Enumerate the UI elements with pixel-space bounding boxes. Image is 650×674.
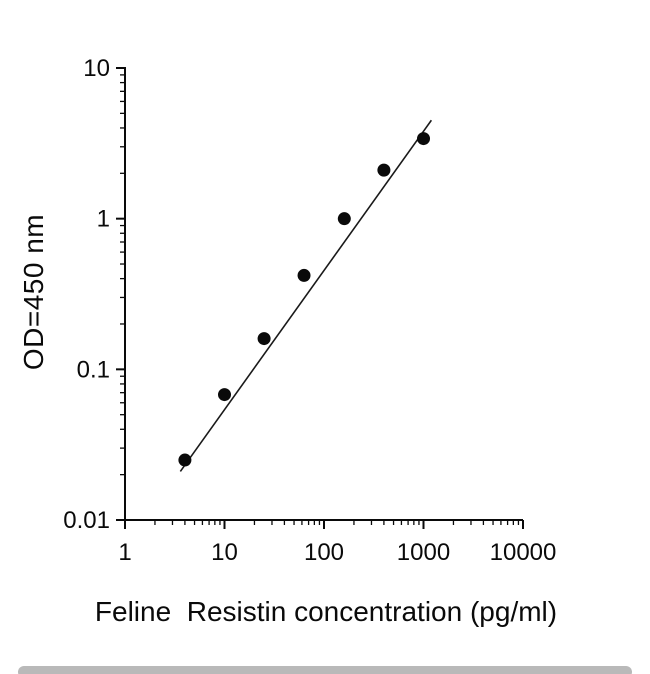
x-tick-label: 10000	[490, 539, 557, 566]
y-tick-label: 1	[97, 206, 110, 233]
data-point	[297, 268, 311, 282]
data-point	[417, 132, 430, 146]
x-tick-label: 100	[304, 539, 344, 566]
bottom-bar-fragment	[18, 666, 632, 674]
data-point	[337, 212, 351, 226]
data-point	[377, 163, 391, 177]
x-axis-title: Feline Resistin concentration (pg/ml)	[94, 596, 558, 627]
x-tick-label: 1000	[397, 539, 450, 566]
x-tick-label: 10	[211, 539, 238, 566]
data-point	[257, 332, 271, 346]
data-point	[178, 453, 192, 467]
fit-line	[179, 119, 433, 472]
y-tick-label: 0.01	[63, 507, 110, 534]
y-tick-label: 10	[83, 55, 110, 82]
x-tick-label: 1	[118, 539, 131, 566]
y-tick-label: 0.1	[77, 356, 110, 383]
data-point	[218, 388, 231, 402]
y-axis-title: OD=450 nm	[18, 213, 49, 371]
